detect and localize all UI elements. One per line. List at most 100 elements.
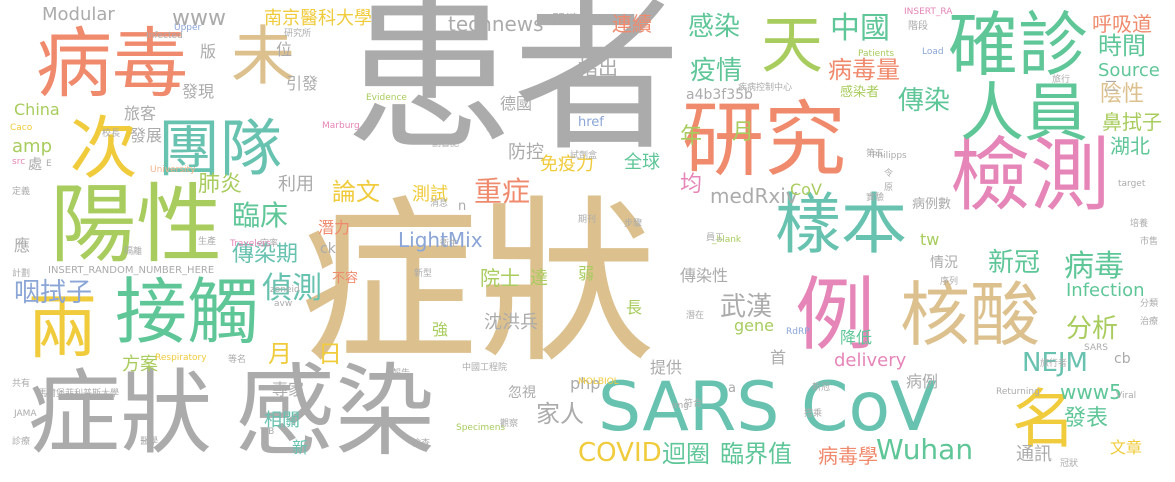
word-ci: 次 xyxy=(57,112,136,180)
word-xiangguan: 相關 xyxy=(264,410,300,431)
word-shuo: 說 xyxy=(486,123,496,133)
word-a: a xyxy=(728,381,736,396)
word-yinxing: 陰性 xyxy=(1100,82,1145,107)
word-src: src xyxy=(12,157,26,167)
word-marburg: Marburg xyxy=(322,121,360,131)
word-technews: technews xyxy=(448,12,544,36)
word-sarscov: SARS CoV xyxy=(598,368,937,447)
word-source: Source xyxy=(1098,60,1160,81)
word-quanqiu: 全球 xyxy=(624,152,660,173)
word-ganran-large: 感染 xyxy=(235,353,435,470)
word-yanjiu: 研究 xyxy=(682,93,847,188)
word-fabiao: 發表 xyxy=(1064,406,1109,431)
word-returning: Returning xyxy=(996,387,1040,397)
word-fenxi: 分析 xyxy=(1066,314,1119,344)
word-renyuan: 人員 xyxy=(960,77,1088,151)
word-yuanshi: 院士 xyxy=(480,266,520,290)
word-yuan: 原 xyxy=(884,183,894,193)
word-jiechu: 接觸 xyxy=(115,270,260,354)
word-wei-pos: 位 xyxy=(276,40,293,59)
word-lvxingzhe: 旅行者 xyxy=(1040,359,1068,369)
word-evidence: Evidence xyxy=(366,93,407,103)
word-jun: 均 xyxy=(680,172,703,197)
word-medrxiv: medRxiv xyxy=(710,184,798,208)
word-fenlei: 分類 xyxy=(1140,299,1159,309)
word-hubei: 湖北 xyxy=(1110,134,1150,158)
word-infected: Infected xyxy=(146,31,183,41)
word-queshen: 確診 xyxy=(948,4,1088,86)
word-shou: 首 xyxy=(770,348,787,367)
word-bingli: 病例 xyxy=(906,372,939,391)
word-wuhan: 武漢 xyxy=(720,292,773,322)
word-qiye: 期刊 xyxy=(578,215,597,225)
word-xiaoxi: 消息 xyxy=(430,199,449,209)
word-ruo: 弱 xyxy=(578,264,595,283)
word-fangkong: 防控 xyxy=(508,142,544,163)
word-zhongguo-gcy: 中國工程院 xyxy=(462,363,508,373)
word-zhongguo: 中國 xyxy=(830,11,890,46)
word-china: China xyxy=(14,100,60,119)
word-ck: ck xyxy=(320,241,336,257)
word-liyong: 利用 xyxy=(278,174,314,195)
word-patients: Patients xyxy=(858,49,895,59)
word-guancha: 觀察 xyxy=(500,419,519,429)
word-modular: Modular xyxy=(42,4,115,25)
word-jiance: 檢測 xyxy=(950,129,1110,222)
word-dengming: 等名 xyxy=(228,355,247,365)
word-zhuanjia: 專家 xyxy=(272,380,305,399)
word-jiangdi: 降低 xyxy=(840,328,873,347)
word-qianli: 潛力 xyxy=(318,218,351,237)
word-mianyili: 免疫力 xyxy=(540,154,594,175)
word-baogao: 報告 xyxy=(392,369,411,379)
word-yinfa: 引發 xyxy=(286,74,319,93)
word-molbiol: MOLBIOL xyxy=(578,377,619,387)
word-ming: 名 xyxy=(1001,385,1075,449)
word-linjiezhi: 臨界值 xyxy=(720,440,792,468)
word-faxian: 發現 xyxy=(182,82,215,101)
word-www5: www5 xyxy=(1060,380,1122,404)
word-huiquan: 迴圈 xyxy=(662,440,710,468)
word-yixue: 醫學 xyxy=(140,437,159,447)
word-feiyan: 肺炎 xyxy=(198,172,243,197)
word-zhence: 偵測 xyxy=(262,271,322,306)
word-rdrp: RdRP xyxy=(786,327,810,337)
word-bingduliang: 病毒量 xyxy=(828,56,900,84)
word-n: n xyxy=(458,199,467,214)
word-jiancha-sm: 檢查 xyxy=(412,439,431,449)
word-tigong: 提供 xyxy=(650,358,683,377)
word-ying: 應 xyxy=(14,236,31,255)
word-bishizi: 鼻拭子 xyxy=(1102,110,1162,134)
word-tian: 天 xyxy=(750,12,823,74)
word-yuangong: 員工 xyxy=(706,233,725,243)
word-university: University xyxy=(150,165,196,175)
word-e: E xyxy=(46,159,52,169)
word-zoneid: zoneid xyxy=(270,285,300,295)
word-xinxing: 新型 xyxy=(414,269,433,279)
word-wuhan-en: Wuhan xyxy=(876,433,974,466)
word-chu: 處 xyxy=(28,157,42,173)
word-zhiliao: 治療 xyxy=(1140,317,1159,327)
word-ling: 令 xyxy=(884,169,894,179)
word-sars-sm: SARS xyxy=(1084,343,1109,353)
word-qingkuang: 情況 xyxy=(930,255,958,271)
word-burong: 不容 xyxy=(332,271,359,286)
word-nian: 年 xyxy=(680,124,703,149)
word-qianzai: 潛在 xyxy=(686,311,705,321)
word-philipps: Philipps xyxy=(872,151,907,161)
word-yangben: 樣本 xyxy=(775,186,907,263)
word-load: Load xyxy=(922,47,944,57)
word-da: 達 xyxy=(530,268,548,289)
word-ganran-sm: 感染 xyxy=(688,12,741,42)
word-amp: amp xyxy=(12,136,52,157)
word-zhichu: 指出 xyxy=(578,56,618,80)
word-specimens: Specimens xyxy=(456,423,506,433)
word-yanshizi: 咽拭子 xyxy=(14,278,93,308)
word-fucheng: 符合 xyxy=(684,399,703,409)
word-tuandui: 團隊 xyxy=(158,112,283,185)
word-dazhan: 搭乘 xyxy=(804,409,823,419)
word-jiangji: 計劃 xyxy=(12,269,31,279)
word-travelers: Travelers xyxy=(230,239,271,249)
word-deguo: 德國 xyxy=(500,94,533,113)
word-chang: 長 xyxy=(626,298,643,317)
word-a4b3f35b: a4b3f35b xyxy=(686,87,753,103)
